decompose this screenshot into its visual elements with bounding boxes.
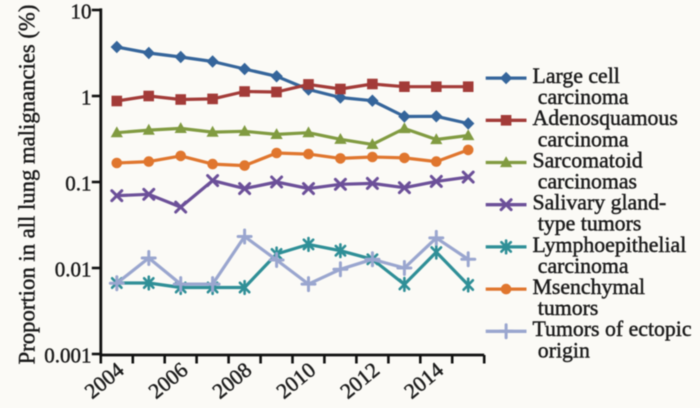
svg-text:Proportion in all lung maligna: Proportion in all lung malignancies (%) bbox=[14, 5, 39, 365]
svg-text:origin: origin bbox=[538, 338, 590, 362]
svg-text:tumors: tumors bbox=[538, 296, 599, 320]
svg-text:Sarcomatoid: Sarcomatoid bbox=[533, 148, 643, 172]
svg-text:type tumors: type tumors bbox=[538, 212, 642, 236]
svg-text:carcinomas: carcinomas bbox=[538, 170, 637, 194]
svg-text:carcinoma: carcinoma bbox=[538, 127, 629, 151]
svg-text:0.01: 0.01 bbox=[55, 257, 92, 281]
svg-text:Msenchymal: Msenchymal bbox=[533, 275, 646, 299]
svg-text:carcinoma: carcinoma bbox=[538, 85, 629, 109]
svg-text:0.001: 0.001 bbox=[44, 343, 91, 367]
svg-text:carcinoma: carcinoma bbox=[538, 254, 629, 278]
svg-text:10: 10 bbox=[71, 0, 92, 23]
svg-text:0.1: 0.1 bbox=[65, 171, 91, 195]
svg-text:Salivary gland-: Salivary gland- bbox=[533, 191, 667, 215]
svg-text:Tumors of ectopic: Tumors of ectopic bbox=[533, 317, 692, 341]
svg-text:Lymphoepithelial: Lymphoepithelial bbox=[533, 233, 687, 257]
svg-text:Adenosquamous: Adenosquamous bbox=[533, 106, 678, 130]
svg-text:Large cell: Large cell bbox=[533, 64, 620, 88]
svg-text:1: 1 bbox=[81, 85, 92, 109]
